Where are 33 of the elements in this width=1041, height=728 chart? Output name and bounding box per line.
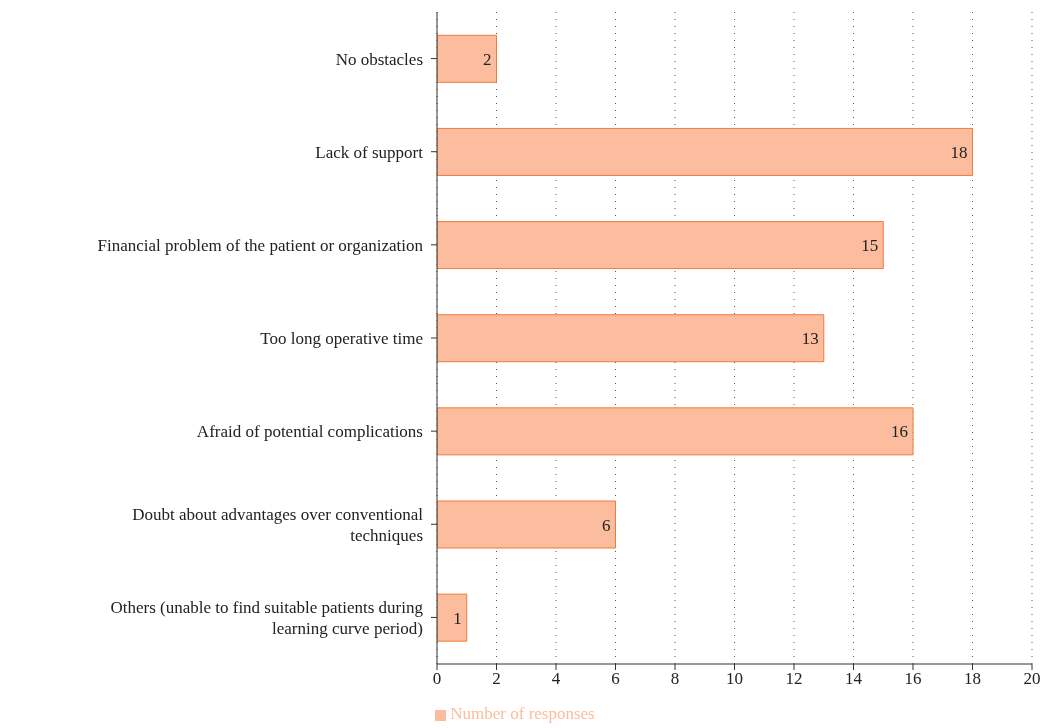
y-tick-label: No obstacles — [335, 49, 423, 69]
y-tick-label: Financial problem of the patient or organization — [97, 235, 424, 255]
bar — [437, 500, 616, 549]
x-tick-label: 16 — [904, 669, 922, 689]
data-label: 18 — [950, 142, 968, 162]
bar — [437, 127, 973, 176]
x-tick-label: 8 — [670, 669, 680, 689]
x-tick-label: 18 — [964, 669, 981, 689]
bar — [437, 593, 468, 642]
bar — [437, 407, 914, 456]
y-tick-label: Too long operative time — [260, 328, 423, 348]
data-label: 2 — [483, 49, 492, 69]
y-tick-label: Others (unable to find suitable patients during learning curve period) — [110, 597, 424, 638]
y-tick-label: Lack of support — [315, 142, 424, 162]
data-label: 1 — [453, 608, 462, 628]
bar — [437, 34, 497, 83]
data-label: 13 — [801, 329, 819, 349]
x-tick-label: 14 — [845, 669, 863, 689]
x-tick-label: 10 — [726, 669, 743, 689]
legend-label: Number of responses — [450, 704, 595, 723]
data-label: 16 — [891, 422, 908, 442]
y-tick-label: Afraid of potential complications — [196, 421, 423, 441]
x-tick-label: 20 — [1023, 669, 1041, 689]
data-label: 6 — [602, 515, 611, 535]
data-label: 15 — [861, 236, 879, 256]
x-tick-label: 12 — [785, 669, 803, 689]
y-tick-label: Doubt about advantages over conventional techniques — [132, 504, 424, 545]
x-tick-label: 6 — [611, 669, 620, 689]
bar — [437, 314, 825, 363]
x-tick-label: 0 — [432, 669, 442, 689]
bar — [437, 221, 884, 270]
x-tick-label: 4 — [551, 669, 561, 689]
x-tick-label: 2 — [492, 669, 501, 689]
